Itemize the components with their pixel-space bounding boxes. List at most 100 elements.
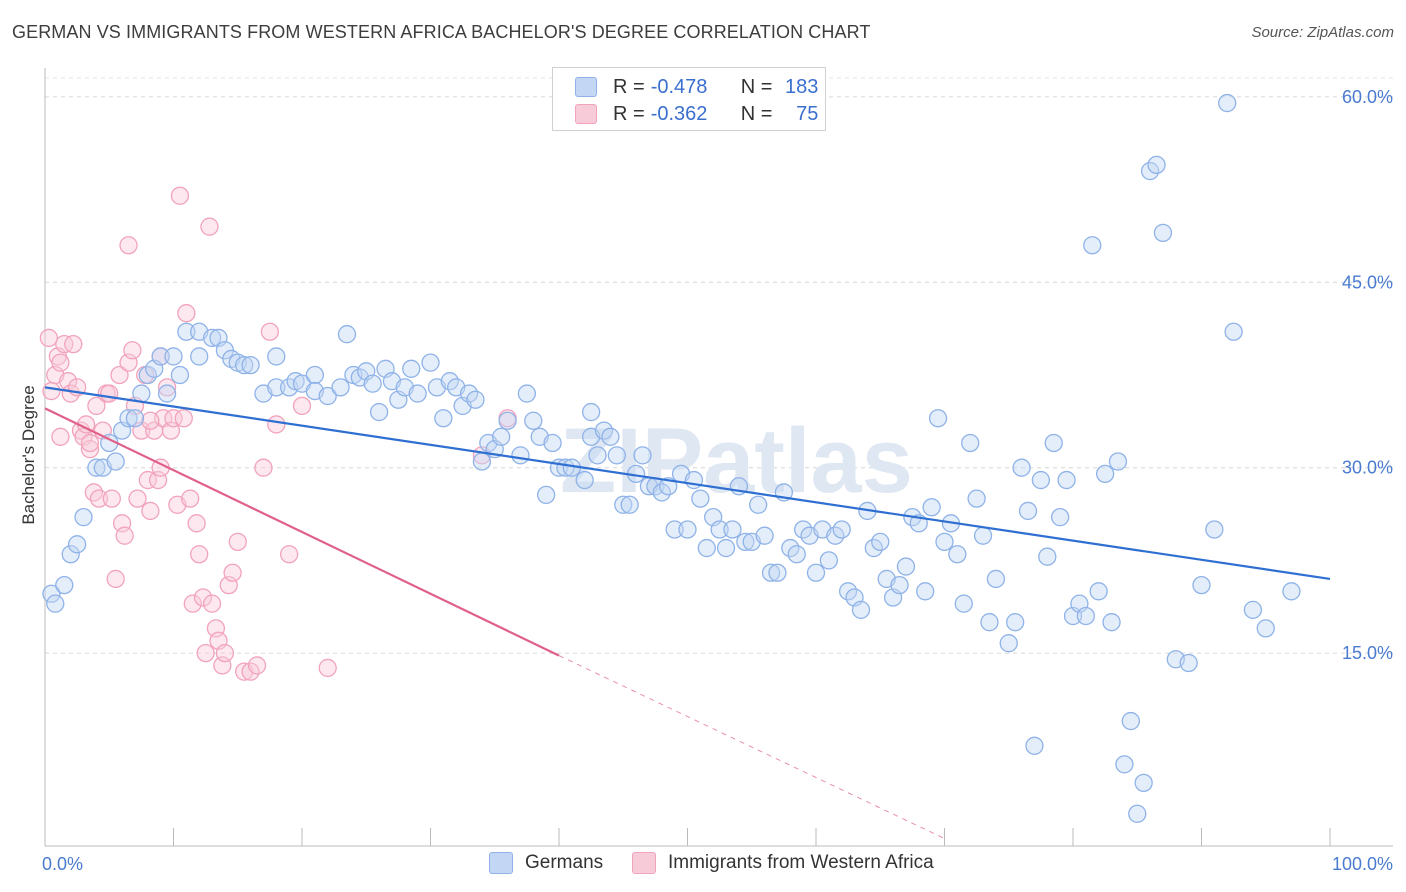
data-point-western-africa — [106, 569, 125, 589]
data-point-germans — [74, 507, 93, 527]
data-point-germans — [1179, 653, 1198, 673]
data-point-germans — [157, 384, 177, 403]
legend-n-value: 183 — [785, 75, 819, 98]
data-point-germans — [986, 569, 1006, 589]
y-axis-label: Bachelor's Degree — [19, 385, 38, 524]
data-point-germans — [890, 575, 909, 595]
data-point-western-africa — [110, 365, 129, 385]
data-point-germans — [1102, 613, 1121, 632]
data-point-western-africa — [170, 186, 190, 205]
data-point-germans — [736, 532, 755, 552]
data-point-western-africa — [128, 489, 147, 508]
data-point-western-africa — [181, 489, 200, 508]
data-point-germans — [716, 538, 736, 558]
data-point-germans — [1134, 773, 1153, 793]
source-label: Source: ZipAtlas.com — [1251, 24, 1394, 41]
data-point-germans — [363, 374, 382, 393]
data-point-germans — [691, 489, 710, 508]
data-point-germans — [787, 545, 806, 564]
data-point-germans — [331, 378, 350, 397]
axes — [44, 68, 1393, 847]
data-point-germans — [164, 347, 183, 366]
tick-labels: 15.0% 30.0% 45.0% 60.0% 0.0% 100.0% — [42, 87, 1393, 874]
data-point-western-africa — [260, 322, 280, 341]
data-point-western-africa — [267, 415, 286, 434]
legend: R = -0.478 N = 183 R = -0.362 N = 75 — [552, 67, 826, 131]
y-tick-label: 60.0% — [1342, 87, 1393, 107]
data-point-germans — [511, 446, 530, 465]
chart-title: GERMAN VS IMMIGRANTS FROM WESTERN AFRICA… — [12, 22, 871, 42]
data-point-western-africa — [223, 563, 242, 582]
data-point-germans — [588, 446, 607, 465]
data-point-germans — [832, 520, 851, 539]
data-point-germans — [768, 563, 787, 582]
legend-r-value: -0.362 — [650, 102, 708, 125]
data-point-western-africa — [119, 236, 138, 255]
legend-row-western-africa: R = -0.362 N = 75 — [575, 101, 818, 127]
data-point-germans — [421, 353, 440, 372]
data-point-germans — [55, 575, 74, 595]
data-point-germans — [697, 538, 716, 558]
data-point-germans — [761, 563, 781, 582]
data-point-germans — [369, 402, 389, 422]
legend-n-label: N = — [740, 102, 773, 125]
data-point-germans — [202, 328, 222, 348]
data-point-germans — [498, 411, 517, 430]
blue-series-points — [42, 93, 1301, 823]
data-point-germans — [190, 347, 209, 366]
data-point-germans — [896, 557, 916, 576]
data-point-germans — [999, 634, 1018, 653]
bottom-legend-germans-label: Germans — [525, 852, 604, 873]
data-point-germans — [1153, 223, 1173, 243]
data-point-germans — [601, 427, 620, 446]
data-point-germans — [67, 535, 87, 554]
data-point-western-africa — [64, 334, 83, 354]
data-point-germans — [1128, 804, 1147, 823]
data-point-germans — [916, 582, 935, 601]
data-point-germans — [620, 495, 639, 514]
trendlines — [44, 386, 1331, 839]
data-point-germans — [1031, 470, 1051, 490]
data-point-germans — [1121, 711, 1140, 731]
data-point-germans — [132, 384, 151, 403]
data-point-germans — [1006, 613, 1025, 632]
data-point-western-africa — [202, 594, 222, 613]
legend-r-label: R = — [613, 75, 645, 98]
data-point-western-africa — [39, 328, 59, 348]
data-point-germans — [170, 365, 190, 385]
data-point-germans — [466, 390, 485, 409]
legend-r-value: -0.478 — [650, 75, 708, 98]
data-point-western-africa — [279, 545, 299, 564]
data-point-germans — [402, 359, 421, 378]
x-tick-label: 100.0% — [1332, 854, 1393, 874]
data-point-germans — [472, 452, 492, 471]
data-point-germans — [922, 498, 941, 517]
data-point-germans — [1192, 575, 1211, 595]
data-point-germans — [235, 355, 254, 375]
data-point-germans — [1076, 606, 1095, 626]
data-point-western-africa — [141, 411, 160, 430]
data-point-germans — [935, 532, 954, 552]
data-point-western-africa — [138, 470, 157, 490]
data-point-western-africa — [318, 658, 337, 678]
data-point-germans — [1218, 93, 1237, 113]
data-point-germans — [1256, 619, 1275, 638]
data-point-germans — [543, 433, 562, 453]
data-point-germans — [633, 446, 652, 465]
data-point-germans — [948, 545, 967, 564]
data-point-western-africa — [177, 304, 196, 323]
bottom-legend-swatch-blue — [489, 852, 513, 874]
data-point-germans — [517, 384, 537, 403]
data-point-germans — [723, 520, 742, 539]
legend-r-label: R = — [613, 102, 645, 125]
data-point-germans — [980, 613, 999, 632]
data-point-western-africa — [123, 341, 142, 360]
data-point-western-africa — [100, 384, 119, 403]
data-point-western-africa — [87, 396, 106, 416]
data-point-germans — [1224, 322, 1243, 341]
data-point-germans — [305, 365, 325, 385]
data-point-western-africa — [190, 545, 209, 564]
data-point-germans — [46, 594, 65, 613]
data-point-western-africa — [215, 643, 235, 663]
data-point-germans — [241, 355, 260, 375]
